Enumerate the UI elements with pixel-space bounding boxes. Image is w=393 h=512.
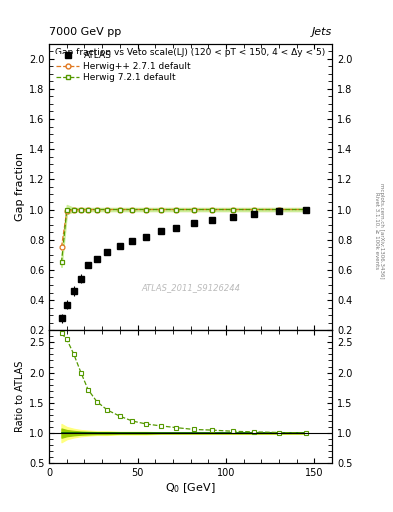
Legend: ATLAS, Herwig++ 2.7.1 default, Herwig 7.2.1 default: ATLAS, Herwig++ 2.7.1 default, Herwig 7.…	[53, 48, 194, 85]
Text: Gap fraction vs Veto scale(LJ) (120 < pT < 150, 4 < Δy < 5): Gap fraction vs Veto scale(LJ) (120 < pT…	[55, 48, 326, 57]
Text: Jets: Jets	[312, 27, 332, 37]
X-axis label: Q$_0$ [GeV]: Q$_0$ [GeV]	[165, 481, 216, 495]
Text: ATLAS_2011_S9126244: ATLAS_2011_S9126244	[141, 283, 240, 292]
Text: Rivet 3.1.10, ≥ 100k events: Rivet 3.1.10, ≥ 100k events	[374, 192, 379, 269]
Y-axis label: Gap fraction: Gap fraction	[15, 153, 25, 221]
Y-axis label: Ratio to ATLAS: Ratio to ATLAS	[15, 361, 25, 433]
Text: 7000 GeV pp: 7000 GeV pp	[49, 27, 121, 37]
Text: mcplots.cern.ch [arXiv:1306.3436]: mcplots.cern.ch [arXiv:1306.3436]	[380, 183, 384, 278]
